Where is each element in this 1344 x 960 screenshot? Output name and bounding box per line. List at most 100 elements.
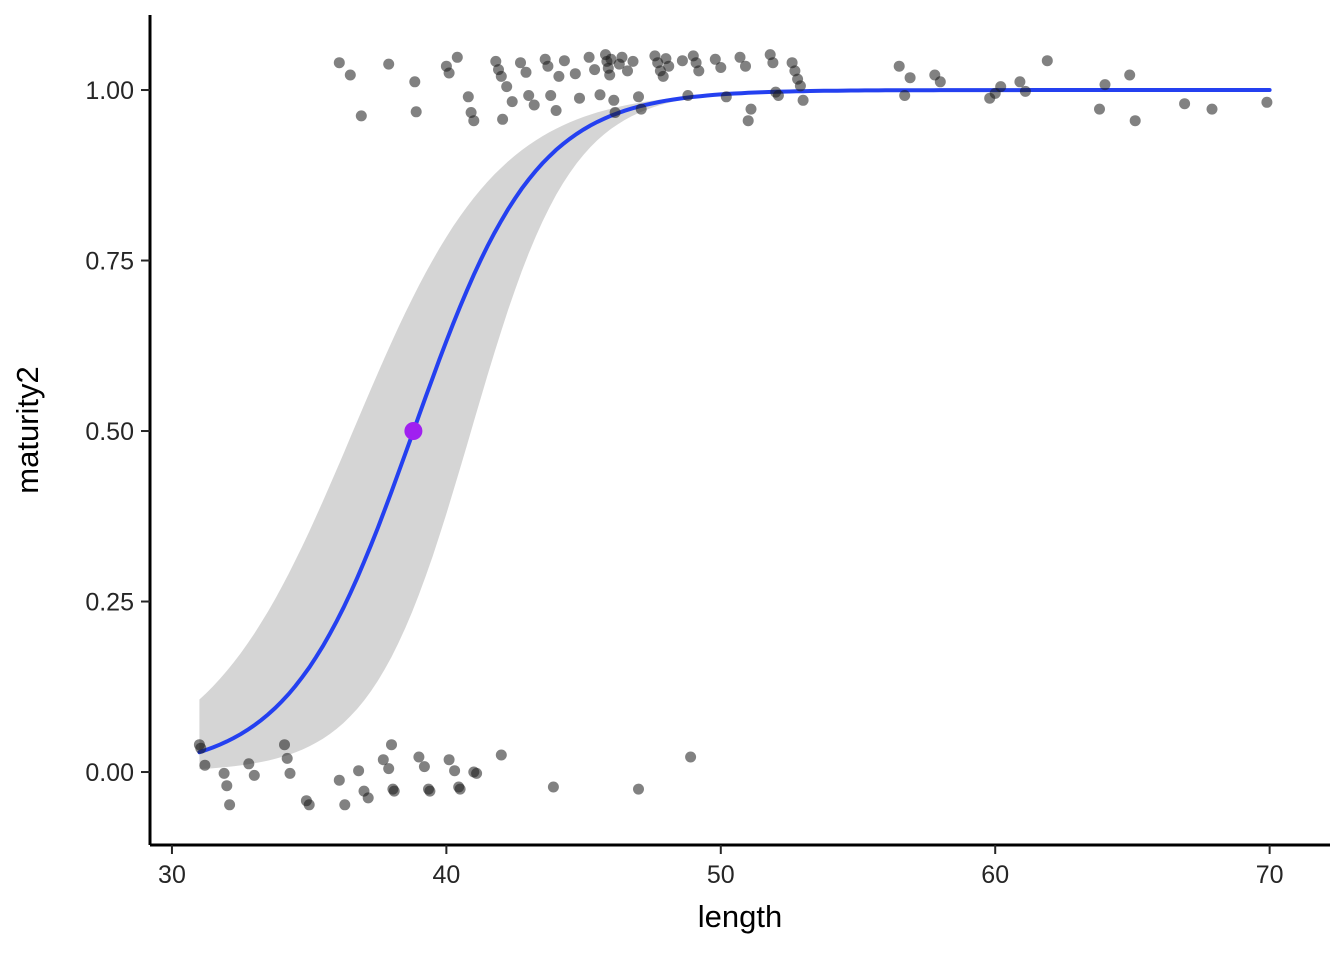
mature-observation-point	[558, 55, 570, 67]
immature-observation-point	[418, 761, 430, 773]
immature-observation-point	[281, 752, 293, 764]
confidence-ribbon	[199, 90, 1270, 770]
immature-observation-point	[224, 799, 236, 811]
immature-observation-point	[218, 767, 230, 779]
mature-observation-point	[797, 94, 809, 106]
mature-observation-point	[520, 66, 532, 78]
x-axis-title: length	[698, 899, 782, 934]
mature-observation-point	[635, 103, 647, 115]
mature-observation-point	[893, 60, 905, 72]
mature-observation-point	[1014, 76, 1026, 88]
immature-observation-point	[377, 754, 389, 766]
immature-observation-point	[454, 783, 466, 795]
mature-observation-point	[344, 69, 356, 81]
mature-observation-point	[934, 76, 946, 88]
mature-observation-point	[1261, 96, 1273, 108]
mature-observation-point	[542, 60, 554, 72]
mature-observation-point	[604, 69, 616, 81]
x-tick-label: 60	[981, 861, 1009, 889]
mature-observation-point	[622, 65, 633, 77]
mature-observation-point	[772, 90, 784, 101]
mature-observation-point	[740, 60, 751, 72]
immature-observation-point	[362, 792, 374, 804]
mature-observation-point	[1094, 103, 1105, 115]
y-tick-label: 0.00	[85, 759, 134, 787]
mature-observation-point	[589, 64, 601, 76]
mature-observation-point	[462, 91, 474, 103]
logistic-fit-path	[197, 88, 1272, 755]
mature-observation-point	[497, 113, 509, 125]
immature-observation-point	[449, 765, 461, 777]
mature-observation-point	[523, 90, 535, 101]
immature-observation-point	[248, 769, 260, 781]
logistic-fit-line	[197, 88, 1272, 755]
mature-observation-point	[550, 105, 562, 116]
mature-observation-point	[583, 51, 595, 63]
y-tick-label: 0.50	[85, 418, 134, 446]
mature-observation-point	[410, 106, 422, 118]
immature-observation-point	[303, 799, 315, 811]
mature-observation-point	[605, 53, 617, 65]
y-tick-label: 0.75	[85, 248, 134, 276]
mature-observation-point	[904, 72, 916, 84]
mature-observation-point	[594, 89, 606, 101]
mature-observation-point	[745, 103, 757, 115]
mature-observation-point	[1206, 103, 1218, 115]
mature-observation-point	[682, 90, 694, 101]
mature-observation-point	[720, 91, 732, 103]
x-tick-label: 70	[1256, 861, 1284, 889]
mature-observation-point	[383, 58, 395, 70]
mature-observation-point	[676, 55, 688, 67]
mature-observation-point	[451, 51, 463, 63]
mature-observation-point	[609, 107, 621, 118]
mature-observation-point	[528, 99, 540, 111]
mature-observation-point	[899, 90, 911, 101]
mature-observation-point	[545, 90, 557, 101]
mature-observation-point	[608, 94, 620, 106]
y-axis-title: maturity2	[10, 366, 45, 493]
immature-observation-point	[383, 763, 395, 775]
immature-observation-point	[243, 758, 255, 770]
mature-observation-point	[333, 57, 345, 69]
mature-observation-point	[715, 62, 727, 73]
immature-observation-point	[424, 785, 436, 797]
mature-observation-point	[553, 70, 565, 82]
mature-observation-point	[794, 80, 806, 92]
mature-observation-point	[501, 81, 513, 93]
axes	[148, 15, 1330, 847]
mature-observation-point	[495, 70, 507, 82]
mature-observation-point	[616, 51, 628, 63]
mature-observation-point	[506, 96, 518, 108]
mature-observation-point	[574, 92, 585, 104]
immature-observation-point	[199, 759, 211, 771]
immature-observation-point	[284, 767, 296, 779]
immature-observation-point	[413, 751, 425, 763]
mature-observation-point	[409, 76, 421, 88]
mature-observation-point	[1129, 115, 1141, 127]
x-tick-label: 40	[432, 861, 460, 889]
mature-observation-point	[633, 91, 644, 103]
mature-observation-point	[569, 68, 581, 80]
mature-observation-point	[515, 57, 526, 69]
mature-observation-point	[709, 53, 721, 65]
l50-point	[404, 422, 423, 440]
mature-observation-point	[468, 115, 480, 127]
mature-observation-point	[995, 81, 1007, 93]
immature-observation-point	[221, 780, 233, 792]
axis-ticks: 30 40 50 60 70 0.00 0.25 0.50 0.75 1.00	[85, 77, 1283, 889]
mature-observation-point	[1179, 98, 1191, 110]
x-tick-label: 30	[158, 861, 186, 889]
mature-observation-point	[693, 65, 705, 77]
jittered-observations	[193, 49, 1273, 811]
mature-observation-point	[663, 60, 675, 72]
mature-observation-point	[734, 51, 746, 63]
immature-observation-point	[547, 781, 559, 793]
immature-observation-point	[495, 749, 507, 761]
immature-observation-point	[685, 751, 697, 763]
immature-observation-point	[279, 739, 290, 751]
immature-observation-point	[333, 774, 345, 786]
immature-observation-point	[443, 754, 455, 766]
immature-observation-point	[386, 739, 397, 751]
y-tick-label: 1.00	[85, 77, 134, 105]
